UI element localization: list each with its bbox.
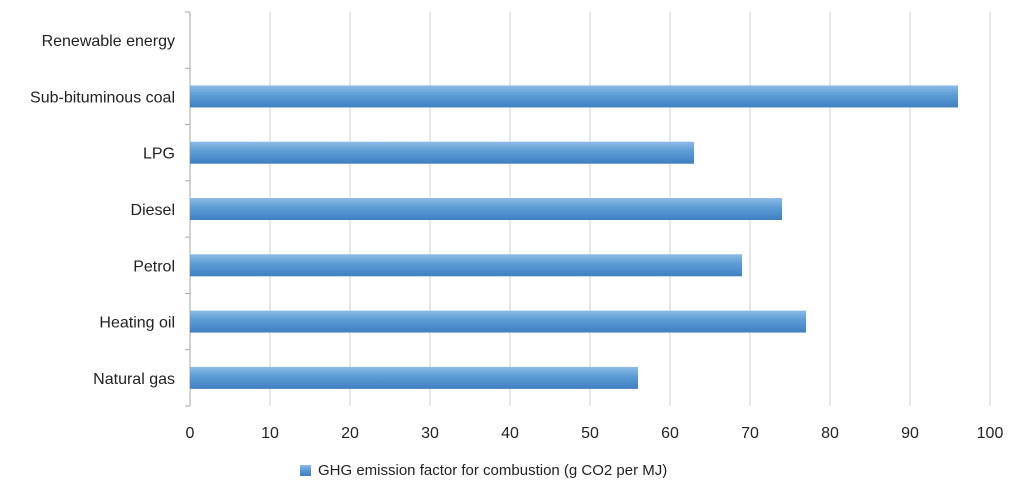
bar bbox=[190, 141, 694, 164]
x-tick-label: 100 bbox=[977, 425, 1004, 442]
bar bbox=[190, 198, 782, 220]
x-tick-label: 90 bbox=[901, 425, 919, 442]
bar bbox=[190, 366, 638, 389]
category-labels: Renewable energy Sub-bituminous coal LPG Di… bbox=[30, 33, 175, 388]
category-label: LPG bbox=[143, 146, 175, 163]
x-tick-label: 50 bbox=[581, 425, 599, 442]
x-tick-label: 40 bbox=[501, 425, 519, 442]
category-label: Diesel bbox=[131, 202, 175, 219]
category-label: Sub-bituminous coal bbox=[30, 89, 175, 106]
axes bbox=[185, 11, 191, 407]
x-tick-label: 70 bbox=[741, 425, 759, 442]
category-label: Renewable energy bbox=[42, 33, 175, 50]
bar bbox=[190, 254, 742, 277]
bar bbox=[190, 85, 958, 108]
legend-label: GHG emission factor for combustion (g CO… bbox=[318, 462, 667, 479]
legend: GHG emission factor for combustion (g CO… bbox=[300, 462, 667, 479]
x-tick-label: 20 bbox=[341, 425, 359, 442]
x-tick-labels: 0 10 20 30 40 50 60 70 80 90 100 bbox=[186, 425, 1004, 442]
category-label: Petrol bbox=[133, 258, 175, 275]
x-tick-label: 60 bbox=[661, 425, 679, 442]
category-label: Heating oil bbox=[99, 315, 175, 332]
x-tick-label: 30 bbox=[421, 425, 439, 442]
x-tick-label: 10 bbox=[261, 425, 279, 442]
x-tick-label: 80 bbox=[821, 425, 839, 442]
bars bbox=[190, 85, 958, 389]
x-tick-label: 0 bbox=[186, 425, 195, 442]
category-label: Natural gas bbox=[93, 371, 175, 388]
bar bbox=[190, 310, 806, 333]
legend-swatch bbox=[300, 465, 311, 476]
